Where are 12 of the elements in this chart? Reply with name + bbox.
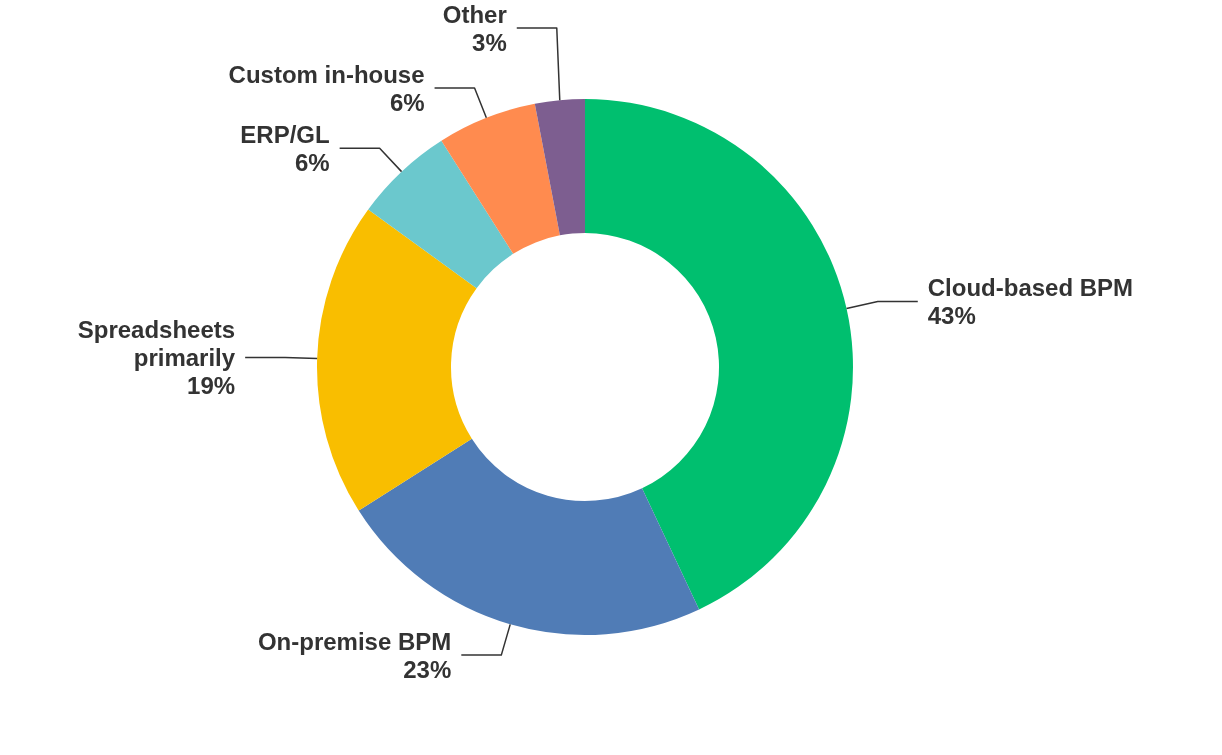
- data-label: 23%: [403, 655, 452, 683]
- data-label: 3%: [472, 28, 507, 56]
- data-label: 43%: [927, 302, 976, 330]
- slice-label: On-premise BPM: [257, 627, 452, 655]
- data-label: 6%: [294, 148, 330, 176]
- slice-label: Spreadsheets primarily: [77, 316, 236, 372]
- slice-label: ERP/GL: [240, 120, 330, 148]
- slice-label: Cloud-based BPM: [927, 274, 1134, 302]
- slice-label: Custom in-house: [228, 60, 425, 88]
- data-label: 6%: [389, 88, 425, 116]
- slice-label: Other: [442, 0, 507, 28]
- data-label: 19%: [187, 372, 236, 400]
